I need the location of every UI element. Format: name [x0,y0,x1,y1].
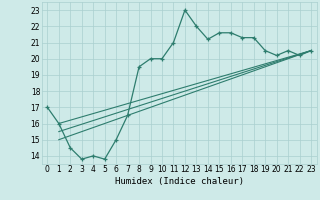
X-axis label: Humidex (Indice chaleur): Humidex (Indice chaleur) [115,177,244,186]
